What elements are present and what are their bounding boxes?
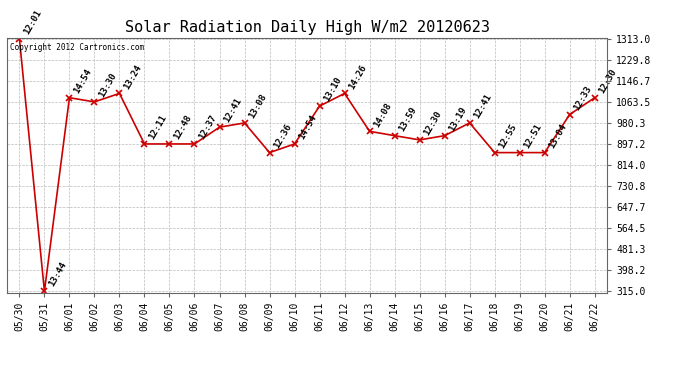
Text: 12:11: 12:11 [147, 113, 168, 141]
Text: 14:26: 14:26 [347, 63, 368, 91]
Text: 13:44: 13:44 [47, 261, 68, 288]
Text: 12:41: 12:41 [222, 97, 244, 124]
Text: 12:36: 12:36 [273, 122, 293, 150]
Text: 12:30: 12:30 [422, 110, 444, 137]
Text: 12:01: 12:01 [22, 8, 43, 36]
Text: 13:30: 13:30 [97, 71, 119, 99]
Text: 14:54: 14:54 [297, 113, 319, 141]
Text: 14:54: 14:54 [72, 67, 93, 95]
Text: 14:08: 14:08 [373, 101, 393, 129]
Text: 12:37: 12:37 [197, 113, 219, 141]
Text: 13:04: 13:04 [547, 122, 569, 150]
Text: 12:55: 12:55 [497, 122, 519, 150]
Text: 12:33: 12:33 [573, 84, 593, 112]
Text: Copyright 2012 Cartronics.com: Copyright 2012 Cartronics.com [10, 43, 144, 52]
Text: 13:19: 13:19 [447, 105, 469, 133]
Text: 12:51: 12:51 [522, 122, 544, 150]
Text: 13:59: 13:59 [397, 105, 419, 133]
Text: 13:08: 13:08 [247, 92, 268, 120]
Text: 12:30: 12:30 [598, 67, 619, 95]
Text: 12:48: 12:48 [172, 113, 193, 141]
Text: 13:10: 13:10 [322, 75, 344, 104]
Title: Solar Radiation Daily High W/m2 20120623: Solar Radiation Daily High W/m2 20120623 [125, 20, 489, 35]
Text: 12:41: 12:41 [473, 92, 493, 120]
Text: 13:24: 13:24 [122, 63, 144, 91]
